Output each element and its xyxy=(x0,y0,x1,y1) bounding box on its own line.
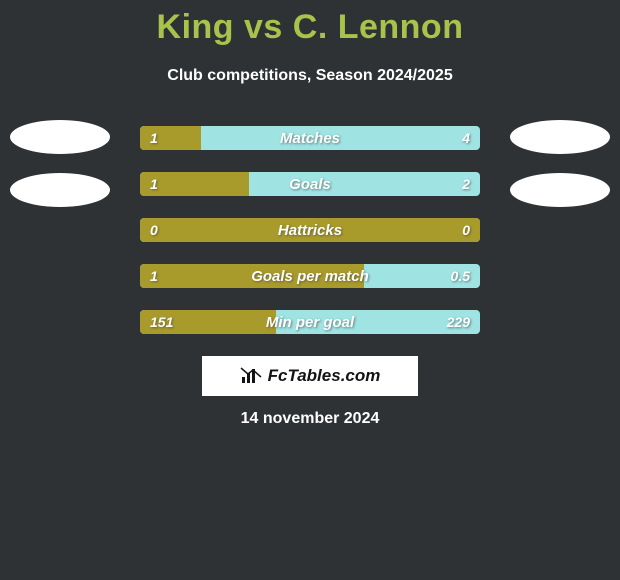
stat-bar-left-value: 1 xyxy=(150,264,158,288)
subtitle: Club competitions, Season 2024/2025 xyxy=(0,67,620,85)
stat-bar-right-value: 0 xyxy=(462,218,470,242)
stats-bars: Matches14Goals12Hattricks00Goals per mat… xyxy=(140,126,480,334)
stat-bar-left-value: 1 xyxy=(150,126,158,150)
stat-bar-label: Min per goal xyxy=(140,310,480,334)
stat-bar-row: Min per goal151 229 xyxy=(140,310,480,334)
stat-bar-row: Goals per match1 0.5 xyxy=(140,264,480,288)
bar-chart-icon xyxy=(240,367,262,385)
date-text: 14 november 2024 xyxy=(0,410,620,428)
stat-bar-right-value: 229 xyxy=(447,310,470,334)
stat-bar-left-value: 151 xyxy=(150,310,173,334)
stat-bar-row: Goals1 2 xyxy=(140,172,480,196)
stat-bar-right-value: 0.5 xyxy=(451,264,470,288)
player-right-avatar-top xyxy=(510,120,610,154)
player-left-avatar-top xyxy=(10,120,110,154)
stat-bar-left-value: 0 xyxy=(150,218,158,242)
player-left-avatar-bottom xyxy=(10,173,110,207)
page-title: King vs C. Lennon xyxy=(0,0,620,47)
stat-bar-label: Hattricks xyxy=(140,218,480,242)
stat-bar-label: Goals per match xyxy=(140,264,480,288)
stat-bar-right-value: 4 xyxy=(462,126,470,150)
stat-bar-row: Hattricks0 0 xyxy=(140,218,480,242)
stat-bar-right-value: 2 xyxy=(462,172,470,196)
stat-bar-left-value: 1 xyxy=(150,172,158,196)
stat-bar-row: Matches1 4 xyxy=(140,126,480,150)
stat-bar-label: Goals xyxy=(140,172,480,196)
player-right-avatar-bottom xyxy=(510,173,610,207)
brand-badge[interactable]: FcTables.com xyxy=(202,356,418,396)
stat-bar-label: Matches xyxy=(140,126,480,150)
brand-text: FcTables.com xyxy=(268,366,381,386)
